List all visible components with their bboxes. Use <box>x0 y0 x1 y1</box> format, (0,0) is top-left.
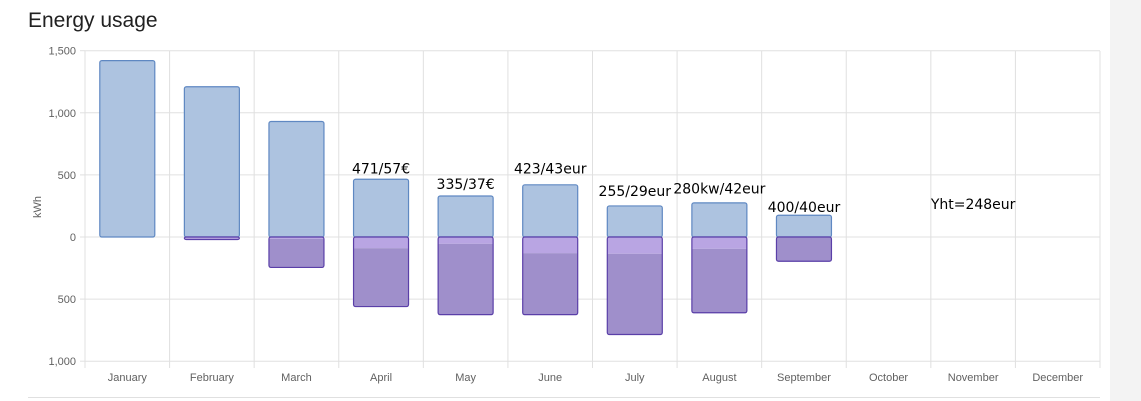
energy-usage-card: Energy usage 1,500 1,000 500 0 500 1,000 kWh Ja… <box>28 9 1101 398</box>
bar-consumption <box>99 60 156 238</box>
bar-annotation: 280kw/42eur <box>673 182 765 198</box>
bar-negative-light <box>522 237 578 254</box>
bar-negative-outline <box>437 236 494 316</box>
bar-consumption <box>437 195 494 238</box>
bar-negative-dark <box>607 253 663 335</box>
bar-negative-dark <box>522 253 578 315</box>
y-axis-label: kWh <box>32 196 44 218</box>
bar-negative-dark <box>691 248 747 313</box>
bar-negative-dark <box>268 238 324 268</box>
bar-annotation: 255/29eur <box>599 184 672 200</box>
bar-annotation: 400/40eur <box>768 200 841 216</box>
bar-consumption <box>352 178 410 238</box>
bar-negative-dark <box>438 243 494 315</box>
bar-negative-outline <box>352 236 410 308</box>
y-tick-label: 1,500 <box>48 46 76 58</box>
bars <box>99 60 833 336</box>
bar-consumption <box>691 202 748 238</box>
bar-negative-light <box>607 237 663 254</box>
bar-negative-light <box>691 237 747 249</box>
x-tick-label: January <box>108 372 148 384</box>
annotations: 471/57€ 335/37€ 423/43eur 255/29eur 280kw/42… <box>352 162 1016 217</box>
y-tick-label: 500 <box>58 170 76 182</box>
energy-usage-chart: 1,500 1,000 500 0 500 1,000 kWh January February… <box>32 46 1101 384</box>
bar-annotation: 423/43eur <box>514 162 587 178</box>
bar-negative-dark <box>353 248 409 307</box>
x-tick-label: December <box>1032 372 1083 384</box>
bar-negative-light <box>353 237 409 249</box>
bar-consumption <box>268 120 325 238</box>
x-tick-label: June <box>538 372 562 384</box>
bar-annotation: 471/57€ <box>352 162 410 178</box>
x-tick-label: September <box>777 372 831 384</box>
page-gutter <box>1110 0 1141 401</box>
axis-ticks: 1,500 1,000 500 0 500 1,000 kWh January February… <box>32 46 1083 384</box>
x-tick-label: August <box>702 372 736 384</box>
bar-negative-light <box>184 237 240 239</box>
bar-consumption <box>183 86 240 238</box>
chart-title: Energy usage <box>28 9 158 32</box>
x-tick-label: November <box>948 372 999 384</box>
bar-consumption <box>522 184 579 238</box>
bar-negative-outline <box>522 236 579 316</box>
x-tick-label: May <box>455 372 476 384</box>
x-tick-label: July <box>625 372 645 384</box>
bar-annotation: Yht=248eur <box>930 197 1016 213</box>
bar-annotation: 335/37€ <box>437 177 495 193</box>
bar-consumption <box>606 205 663 238</box>
bar-negative-outline <box>268 236 325 269</box>
bar-negative-light <box>268 237 324 239</box>
x-tick-label: March <box>281 372 312 384</box>
y-tick-label: 1,000 <box>48 108 76 120</box>
bar-negative-dark <box>776 237 832 262</box>
x-tick-label: October <box>869 372 908 384</box>
x-tick-label: February <box>190 372 235 384</box>
card-bottom-divider <box>28 397 1100 398</box>
y-tick-label: 0 <box>70 232 76 244</box>
bar-negative-outline <box>606 236 663 336</box>
y-tick-label: 1,000 <box>48 356 76 368</box>
bar-negative-light <box>438 237 494 244</box>
bar-negative-outline <box>183 236 240 241</box>
y-tick-label: 500 <box>58 294 76 306</box>
bar-negative-outline <box>691 236 748 314</box>
grid-lines <box>80 50 1101 368</box>
bar-negative-outline <box>775 236 833 262</box>
bar-consumption <box>775 214 833 238</box>
x-tick-label: April <box>370 372 392 384</box>
